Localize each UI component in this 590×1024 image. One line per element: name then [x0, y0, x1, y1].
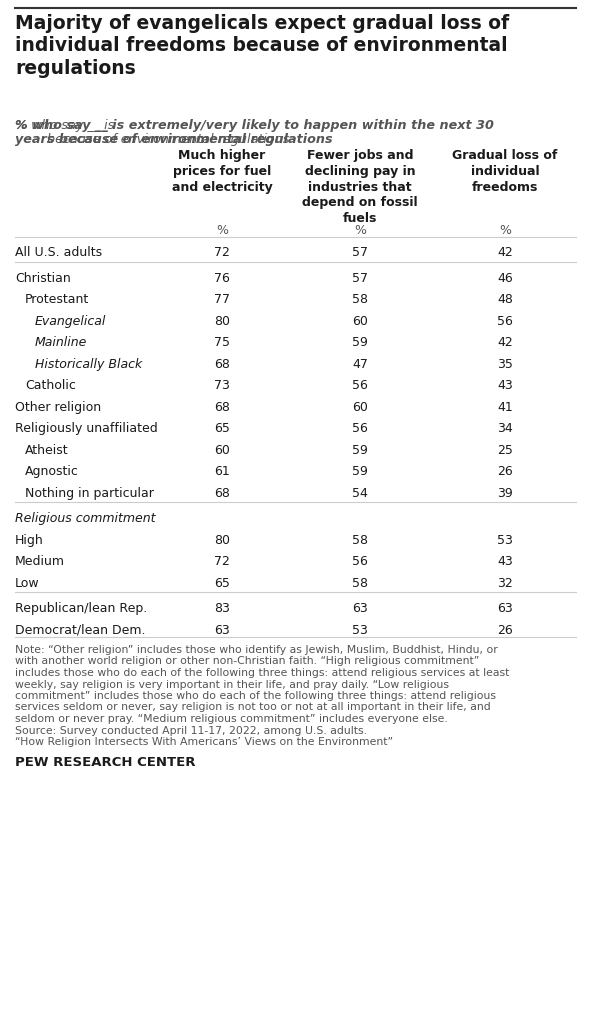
Text: 58: 58 [352, 293, 368, 306]
Text: Democrat/lean Dem.: Democrat/lean Dem. [15, 624, 146, 637]
Text: commitment” includes those who do each of the following three things: attend rel: commitment” includes those who do each o… [15, 691, 496, 701]
Text: “How Religion Intersects With Americans’ Views on the Environment”: “How Religion Intersects With Americans’… [15, 737, 393, 746]
Text: 68: 68 [214, 486, 230, 500]
Text: 32: 32 [497, 577, 513, 590]
Text: 83: 83 [214, 602, 230, 615]
Text: 56: 56 [352, 379, 368, 392]
Text: 72: 72 [214, 555, 230, 568]
Text: 42: 42 [497, 336, 513, 349]
Text: 42: 42 [497, 246, 513, 259]
Text: Note: “Other religion” includes those who identify as Jewish, Muslim, Buddhist, : Note: “Other religion” includes those wh… [15, 645, 498, 655]
Text: 63: 63 [497, 602, 513, 615]
Text: %: % [499, 224, 511, 237]
Text: 68: 68 [214, 400, 230, 414]
Text: 26: 26 [497, 465, 513, 478]
Text: 58: 58 [352, 534, 368, 547]
Text: % who say __ is: % who say __ is [15, 119, 118, 132]
Text: 63: 63 [214, 624, 230, 637]
Text: 26: 26 [497, 624, 513, 637]
Text: Agnostic: Agnostic [25, 465, 79, 478]
Text: 56: 56 [352, 422, 368, 435]
Text: 73: 73 [214, 379, 230, 392]
Text: 57: 57 [352, 246, 368, 259]
Text: Religious commitment: Religious commitment [15, 512, 156, 525]
Text: 47: 47 [352, 357, 368, 371]
Text: Evangelical: Evangelical [35, 314, 106, 328]
Text: Catholic: Catholic [25, 379, 76, 392]
Text: 43: 43 [497, 379, 513, 392]
Text: 53: 53 [497, 534, 513, 547]
Text: 59: 59 [352, 465, 368, 478]
Text: 54: 54 [352, 486, 368, 500]
Text: weekly, say religion is very important in their life, and pray daily. “Low relig: weekly, say religion is very important i… [15, 680, 449, 689]
Text: 59: 59 [352, 336, 368, 349]
Text: %: % [354, 224, 366, 237]
Text: 46: 46 [497, 271, 513, 285]
Text: Gradual loss of
individual
freedoms: Gradual loss of individual freedoms [453, 150, 558, 194]
Text: Christian: Christian [15, 271, 71, 285]
Text: seldom or never pray. “Medium religious commitment” includes everyone else.: seldom or never pray. “Medium religious … [15, 714, 448, 724]
Text: %: % [216, 224, 228, 237]
Text: % who say __ is extremely/very likely to happen within the next 30: % who say __ is extremely/very likely to… [15, 119, 494, 132]
Text: with another world religion or other non-Christian faith. “High religious commit: with another world religion or other non… [15, 656, 479, 667]
Text: Medium: Medium [15, 555, 65, 568]
Text: 60: 60 [352, 400, 368, 414]
Text: 72: 72 [214, 246, 230, 259]
Text: 25: 25 [497, 443, 513, 457]
Text: 75: 75 [214, 336, 230, 349]
Text: 65: 65 [214, 422, 230, 435]
Text: years because of environmental regulations: years because of environmental regulatio… [15, 133, 333, 146]
Text: 80: 80 [214, 534, 230, 547]
Text: 41: 41 [497, 400, 513, 414]
Text: 35: 35 [497, 357, 513, 371]
Text: Majority of evangelicals expect gradual loss of
individual freedoms because of e: Majority of evangelicals expect gradual … [15, 14, 509, 78]
Text: 60: 60 [214, 443, 230, 457]
Text: Atheist: Atheist [25, 443, 68, 457]
Text: 59: 59 [352, 443, 368, 457]
Text: 60: 60 [352, 314, 368, 328]
Text: 80: 80 [214, 314, 230, 328]
Text: Religiously unaffiliated: Religiously unaffiliated [15, 422, 158, 435]
Text: Nothing in particular: Nothing in particular [25, 486, 154, 500]
Text: 53: 53 [352, 624, 368, 637]
Text: Republican/lean Rep.: Republican/lean Rep. [15, 602, 148, 615]
Text: 48: 48 [497, 293, 513, 306]
Text: 57: 57 [352, 271, 368, 285]
Text: 63: 63 [352, 602, 368, 615]
Text: 56: 56 [352, 555, 368, 568]
Text: services seldom or never, say religion is not too or not at all important in the: services seldom or never, say religion i… [15, 702, 491, 713]
Text: Low: Low [15, 577, 40, 590]
Text: Fewer jobs and
declining pay in
industries that
depend on fossil
fuels: Fewer jobs and declining pay in industri… [302, 150, 418, 225]
Text: Protestant: Protestant [25, 293, 89, 306]
Text: 65: 65 [214, 577, 230, 590]
Text: 61: 61 [214, 465, 230, 478]
Text: All U.S. adults: All U.S. adults [15, 246, 102, 259]
Text: includes those who do each of the following three things: attend religious servi: includes those who do each of the follow… [15, 668, 509, 678]
Text: 58: 58 [352, 577, 368, 590]
Text: because of environmental regulations: because of environmental regulations [43, 133, 289, 146]
Text: 39: 39 [497, 486, 513, 500]
Text: 76: 76 [214, 271, 230, 285]
Text: 68: 68 [214, 357, 230, 371]
Text: Historically Black: Historically Black [35, 357, 142, 371]
Text: Mainline: Mainline [35, 336, 87, 349]
Text: 56: 56 [497, 314, 513, 328]
Text: PEW RESEARCH CENTER: PEW RESEARCH CENTER [15, 757, 195, 769]
Text: 43: 43 [497, 555, 513, 568]
Text: High: High [15, 534, 44, 547]
Text: Other religion: Other religion [15, 400, 101, 414]
Text: Source: Survey conducted April 11-17, 2022, among U.S. adults.: Source: Survey conducted April 11-17, 20… [15, 725, 367, 735]
Text: Much higher
prices for fuel
and electricity: Much higher prices for fuel and electric… [172, 150, 273, 194]
Text: 34: 34 [497, 422, 513, 435]
Text: 77: 77 [214, 293, 230, 306]
